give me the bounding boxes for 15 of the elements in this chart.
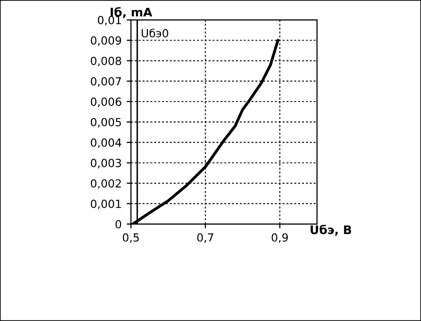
y-tick-label: 0,005: [90, 118, 121, 128]
y-tick-label: 0,006: [90, 98, 122, 108]
y-tick-label: 0,008: [90, 56, 122, 66]
x-tick-label: 0,9: [272, 233, 288, 243]
x-tick-label: 0,7: [197, 233, 214, 243]
y-tick-label: 0,001: [90, 200, 121, 210]
y-tick-label: 0,003: [90, 158, 122, 168]
y-tick-label: 0,009: [90, 36, 122, 46]
x-tick-label: 0,5: [122, 233, 139, 243]
y-tick-label: 0,004: [90, 138, 122, 148]
y-tick-label: 0: [116, 220, 122, 228]
ref-line-label: Uбэ0: [142, 28, 168, 38]
y-tick-label: 0,002: [90, 179, 121, 189]
y-tick-label: 0,007: [90, 77, 121, 87]
x-axis-title: Uбэ, В: [310, 224, 352, 236]
